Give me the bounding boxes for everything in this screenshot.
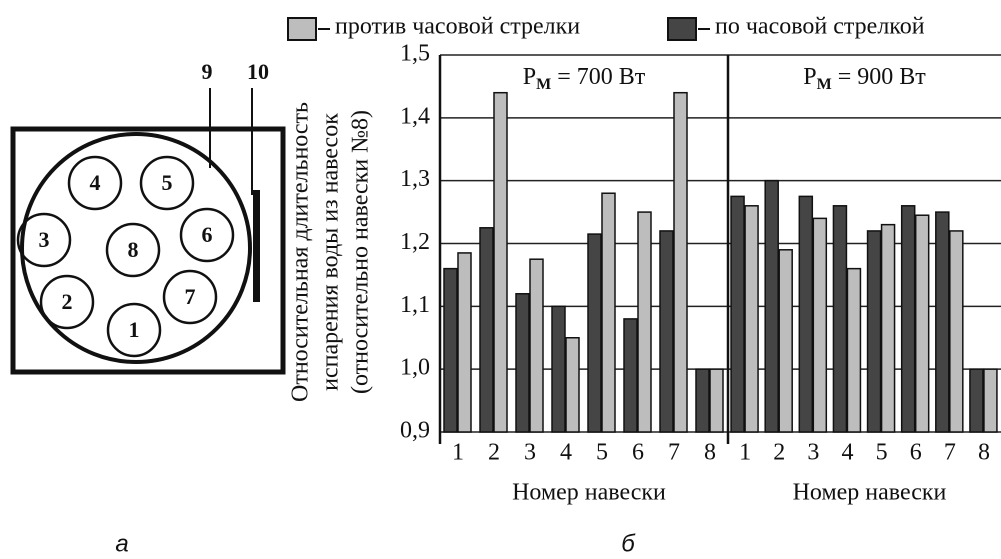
x-tick-label: 8 [978, 440, 990, 466]
callout: 9 [202, 59, 213, 84]
legend-swatch [287, 17, 317, 41]
y-tick-label: 1,1 [400, 292, 430, 318]
x-tick-label: 5 [596, 440, 608, 466]
legend-label: против часовой стрелки [335, 14, 580, 40]
bar [798, 195, 814, 433]
cell-label: 8 [128, 237, 139, 262]
panel-label: а [115, 530, 128, 557]
legend-label: по часовой стрелкой [715, 14, 925, 40]
bar [601, 192, 616, 433]
bar [565, 337, 580, 433]
bar [846, 267, 862, 433]
y-tick-label: 1,0 [400, 355, 430, 381]
bar [730, 195, 745, 433]
bar [551, 305, 566, 433]
bar [880, 223, 896, 433]
bar [587, 233, 602, 433]
x-tick-label: 1 [739, 440, 751, 466]
x-tick-label: 4 [841, 440, 853, 466]
x-tick-label: 6 [632, 440, 644, 466]
chart-title: PМ = 700 Вт [523, 64, 646, 93]
x-tick-label: 3 [524, 440, 536, 466]
cell [67, 155, 123, 211]
rotor [20, 132, 252, 364]
bar [659, 230, 674, 433]
diagram [10, 88, 286, 375]
cell-label: 7 [185, 284, 196, 309]
sensor [253, 190, 260, 302]
x-axis-label: Номер навески [512, 480, 666, 506]
cell-label: 1 [129, 317, 140, 342]
y-tick-label: 1,3 [400, 166, 430, 192]
bar [983, 368, 998, 433]
bar [637, 211, 652, 433]
bar [812, 217, 828, 433]
cell [105, 222, 161, 278]
cell-label: 6 [202, 222, 213, 247]
bar [778, 249, 793, 433]
x-tick-label: 4 [560, 440, 572, 466]
bar [832, 205, 848, 433]
panel-label: б [621, 530, 636, 557]
y-tick-label: 0,9 [400, 418, 430, 444]
bar [457, 252, 472, 433]
title-sub: М [536, 76, 551, 93]
title-part: P [523, 64, 536, 90]
x-tick-label: 1 [452, 440, 464, 466]
cell [139, 155, 195, 211]
bar [866, 230, 882, 433]
title-sub: М [817, 76, 832, 93]
x-tick-label: 2 [488, 440, 500, 466]
bar [709, 368, 724, 433]
x-axis-label: Номер навески [793, 480, 947, 506]
bar [900, 205, 916, 433]
cell-label: 2 [62, 289, 73, 314]
bar [914, 214, 930, 433]
cell [106, 302, 162, 358]
y-tick-label: 1,4 [400, 103, 430, 129]
bar [623, 318, 638, 433]
cell [179, 207, 235, 263]
bar [935, 211, 950, 433]
bar [695, 368, 710, 433]
bar [443, 267, 458, 433]
x-tick-label: 7 [668, 440, 680, 466]
cell-label: 3 [39, 227, 50, 252]
bar [764, 179, 779, 433]
cell-label: 5 [162, 170, 173, 195]
chart-title: PМ = 900 Вт [803, 64, 926, 93]
callout: 10 [247, 59, 269, 84]
bar [744, 205, 759, 433]
bar [673, 91, 688, 433]
y-tick-label: 1,2 [400, 229, 430, 255]
bar [479, 227, 494, 433]
x-tick-label: 2 [773, 440, 785, 466]
cell [16, 212, 72, 268]
bar [493, 91, 508, 433]
x-tick-label: 8 [704, 440, 716, 466]
title-part: = 700 Вт [551, 64, 646, 90]
frame [10, 126, 286, 375]
x-tick-label: 7 [944, 440, 956, 466]
bar [969, 368, 984, 433]
x-tick-label: 5 [876, 440, 888, 466]
y-tick-label: 1,5 [400, 41, 430, 67]
x-tick-label: 3 [807, 440, 819, 466]
bar [529, 258, 544, 433]
title-part: P [803, 64, 816, 90]
bar [949, 230, 964, 433]
bar [515, 293, 530, 433]
legend-swatch [667, 17, 697, 41]
x-tick-label: 6 [910, 440, 922, 466]
title-part: = 900 Вт [832, 64, 927, 90]
cell [39, 274, 95, 330]
y-axis-label: Относительная длительность [288, 102, 314, 402]
cell-label: 4 [90, 170, 101, 195]
y-axis-label: (относительно навески №8) [348, 110, 374, 394]
cell [162, 269, 218, 325]
y-axis-label: испарения воды из навесок [318, 113, 344, 391]
